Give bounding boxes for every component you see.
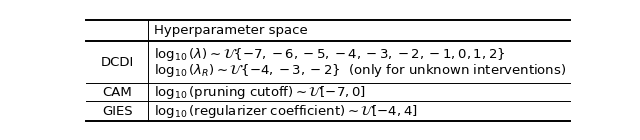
Text: $\log_{10}(\lambda_R) \sim \mathcal{U}\{-4,-3,-2\}$  (only for unknown intervent: $\log_{10}(\lambda_R) \sim \mathcal{U}\{… (154, 62, 566, 79)
Text: Hyperparameter space: Hyperparameter space (154, 24, 308, 37)
Text: $\log_{10}(\mathrm{regularizer\ coefficient}) \sim \mathcal{U}[-4,4]$: $\log_{10}(\mathrm{regularizer\ coeffici… (154, 103, 418, 120)
Text: CAM: CAM (102, 86, 132, 99)
Text: GIES: GIES (102, 105, 132, 118)
Text: $\log_{10}(\lambda) \sim \mathcal{U}\{-7,-6,-5,-4,-3,-2,-1,0,1,2\}$: $\log_{10}(\lambda) \sim \mathcal{U}\{-7… (154, 46, 506, 63)
Text: $\log_{10}(\mathrm{pruning\ cutoff}) \sim \mathcal{U}[-7,0]$: $\log_{10}(\mathrm{pruning\ cutoff}) \si… (154, 84, 366, 101)
Text: DCDI: DCDI (100, 56, 134, 69)
